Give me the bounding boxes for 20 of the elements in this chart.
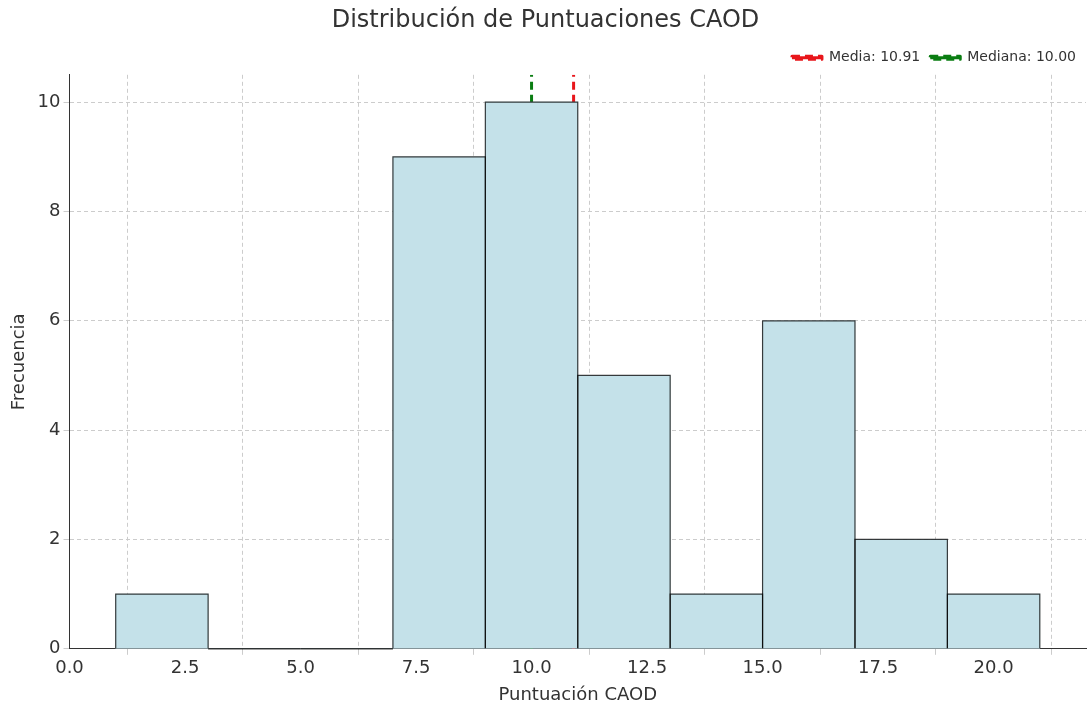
y-tick-label: 8 xyxy=(49,199,61,221)
x-tick-label: 5.0 xyxy=(286,656,315,678)
x-tick-label: 20.0 xyxy=(973,656,1014,678)
x-tick-label: 10.0 xyxy=(511,656,552,678)
x-tick-label: 15.0 xyxy=(742,656,783,678)
y-tick-label: 4 xyxy=(49,417,61,439)
x-tick-label: 17.5 xyxy=(858,656,899,678)
x-tick-label: 0.0 xyxy=(55,656,84,678)
x-tick-label: 7.5 xyxy=(401,656,431,678)
y-tick-label: 0 xyxy=(49,636,61,658)
y-tick-label: 10 xyxy=(37,89,61,111)
x-tick-label: 2.5 xyxy=(170,656,200,678)
y-tick-label: 6 xyxy=(49,308,61,330)
x-axis-title: Puntuación CAOD xyxy=(498,682,657,704)
legend-label: Mediana: 10.00 xyxy=(967,48,1076,65)
x-tick-label: 12.5 xyxy=(627,656,668,678)
legend-label: Media: 10.91 xyxy=(828,48,921,65)
chart-title: Distribución de Puntuaciones CAOD xyxy=(331,4,760,33)
y-axis-title: Frecuencia xyxy=(7,313,29,411)
y-tick-label: 2 xyxy=(49,527,61,549)
